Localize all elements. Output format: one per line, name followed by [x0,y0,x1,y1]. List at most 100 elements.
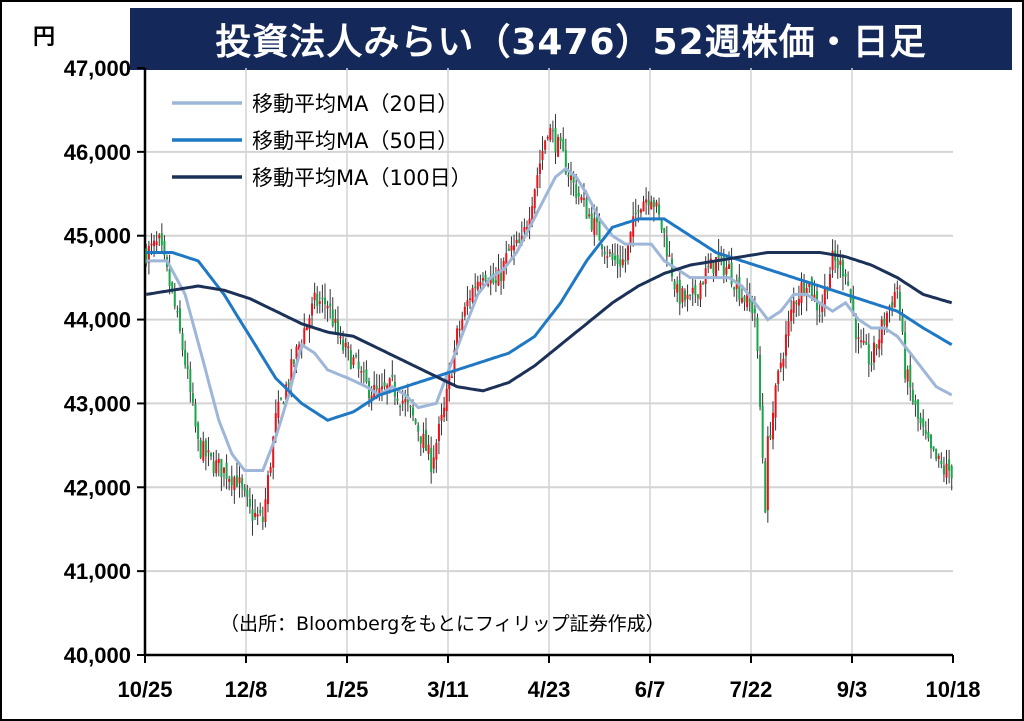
candle-body [668,255,671,257]
candle-body [536,175,539,189]
x-tick-label: 10/18 [925,677,980,702]
candle-body [347,346,350,349]
candle-body [751,301,754,314]
candle-body [730,262,733,285]
x-tick-label: 1/25 [326,677,369,702]
candle-body [409,405,412,408]
candle-body [318,301,321,304]
candle-body [582,198,585,200]
candle-body [777,370,780,384]
candle-body [450,376,453,379]
candle-body [567,174,570,177]
candle-body [841,260,844,277]
candle-body [435,442,438,460]
candle-body [865,341,868,345]
candle-body [880,319,883,344]
candle-body [316,293,319,307]
candle-body [917,400,920,419]
y-tick-label: 44,000 [64,308,131,333]
candle-body [292,359,295,364]
candle-body [839,260,842,265]
ma50-line [146,217,953,422]
legend-label: 移動平均MA（50日） [252,129,458,153]
candle-body [171,282,174,290]
candle-body [380,386,383,390]
candle-body [336,319,339,336]
candle-body [663,228,666,234]
candle-body [857,337,860,339]
candle-body [738,277,741,300]
candle-body [626,244,629,261]
candle-body [712,262,715,274]
candle-body [272,436,275,468]
candle-body [637,210,640,212]
candle-body [717,252,720,259]
candle-body [365,369,368,383]
candle-body [329,303,332,307]
candle-body [233,477,236,491]
candle-body [611,252,614,260]
x-tick-label: 9/3 [837,677,868,702]
candle-body [189,369,192,393]
candle-body [699,282,702,300]
candle-body [831,250,834,271]
candle-body [259,509,262,514]
candle-body [621,259,624,266]
candle-body [388,378,391,390]
candle-body [696,294,699,299]
candle-body [761,405,764,459]
candle-body [217,458,220,463]
candle-body [458,328,461,331]
candle-body [554,127,557,153]
candle-body [603,251,606,255]
candle-body [867,344,870,364]
candle-body [901,314,904,332]
candle-body [746,291,749,308]
candle-body [311,303,314,316]
candle-body [525,227,528,230]
candle-body [937,455,940,459]
candle-body [614,256,617,260]
candle-body [906,369,909,382]
legend: 移動平均MA（20日） 移動平均MA（50日） 移動平均MA（100日） [172,92,472,190]
candle-body [412,407,415,416]
candle-body [911,389,914,402]
candle-body [774,385,777,418]
candle-body [375,385,378,390]
candle-body [580,196,583,201]
candle-body [222,467,225,473]
y-unit-label: 円 [33,24,55,49]
x-tick-label: 6/7 [635,677,666,702]
candle-body [727,264,730,269]
candle-body [792,300,795,313]
candle-body [896,287,899,289]
candle-body [331,309,334,326]
candle-body [492,273,495,283]
candle-body [147,245,150,264]
candle-body [254,512,257,517]
candle-body [396,398,399,402]
candle-body [432,457,435,469]
candle-body [290,359,293,386]
candle-body [391,374,394,378]
candle-body [870,363,873,366]
candle-body [678,279,681,305]
candle-body [523,227,526,232]
candle-body [277,401,280,418]
candle-body [585,198,588,219]
candle-body [531,206,534,221]
candle-body [326,305,329,309]
candle-body [883,318,886,325]
candlesticks [145,114,953,536]
y-tick-label: 46,000 [64,140,131,165]
candle-body [782,358,785,367]
candle-body [803,280,806,294]
candle-body [919,417,922,424]
candle-body [634,212,637,215]
moving-average-lines [146,166,953,472]
candle-body [860,340,863,342]
candle-body [562,139,565,152]
candle-body [606,256,609,258]
candle-body [225,462,228,479]
candle-body [927,432,930,439]
